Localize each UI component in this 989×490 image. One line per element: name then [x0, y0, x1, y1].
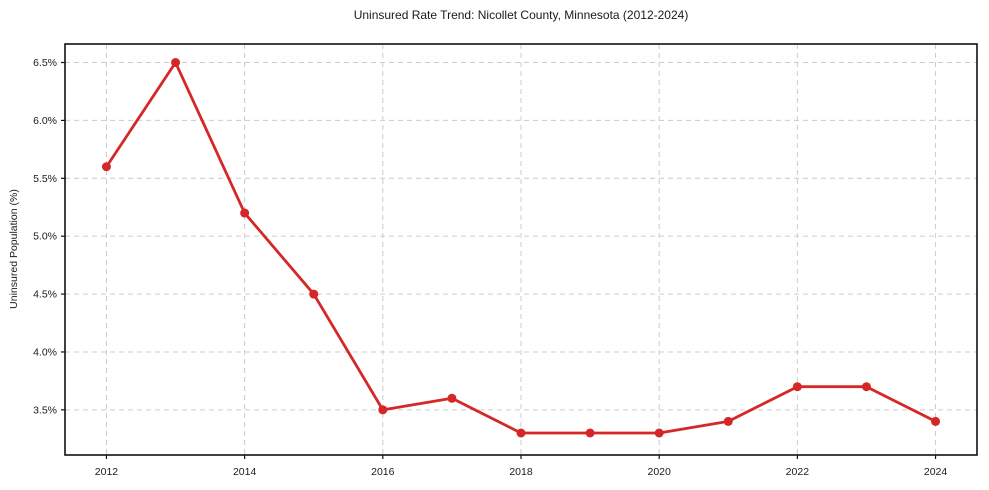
data-point-marker	[654, 428, 664, 438]
data-point-marker	[378, 405, 388, 415]
data-point-marker	[861, 382, 871, 392]
x-tick-label: 2022	[786, 466, 810, 478]
y-tick-label: 5.5%	[33, 173, 57, 185]
y-tick-label: 4.5%	[33, 289, 57, 301]
x-tick-label: 2020	[648, 466, 672, 478]
data-point-marker	[931, 416, 941, 426]
data-point-marker	[240, 208, 250, 218]
y-tick-label: 3.5%	[33, 404, 57, 416]
x-tick-label: 2012	[95, 466, 119, 478]
y-tick-label: 6.0%	[33, 115, 57, 127]
y-tick-label: 6.5%	[33, 57, 57, 69]
plot-border	[64, 43, 978, 456]
chart-title: Uninsured Rate Trend: Nicollet County, M…	[353, 8, 689, 22]
data-point-marker	[101, 162, 111, 172]
y-tick-label: 5.0%	[33, 231, 57, 243]
x-tick-label: 2016	[371, 466, 395, 478]
data-point-marker	[309, 289, 319, 299]
data-point-marker	[723, 416, 733, 426]
data-point-marker	[447, 393, 457, 403]
x-tick-label: 2018	[509, 466, 533, 478]
data-point-marker	[171, 58, 181, 68]
y-tick-label: 4.0%	[33, 346, 57, 358]
data-point-marker	[516, 428, 526, 438]
x-tick-label: 2024	[924, 466, 948, 478]
x-tick-label: 2014	[233, 466, 257, 478]
data-point-marker	[585, 428, 595, 438]
data-point-marker	[792, 382, 802, 392]
